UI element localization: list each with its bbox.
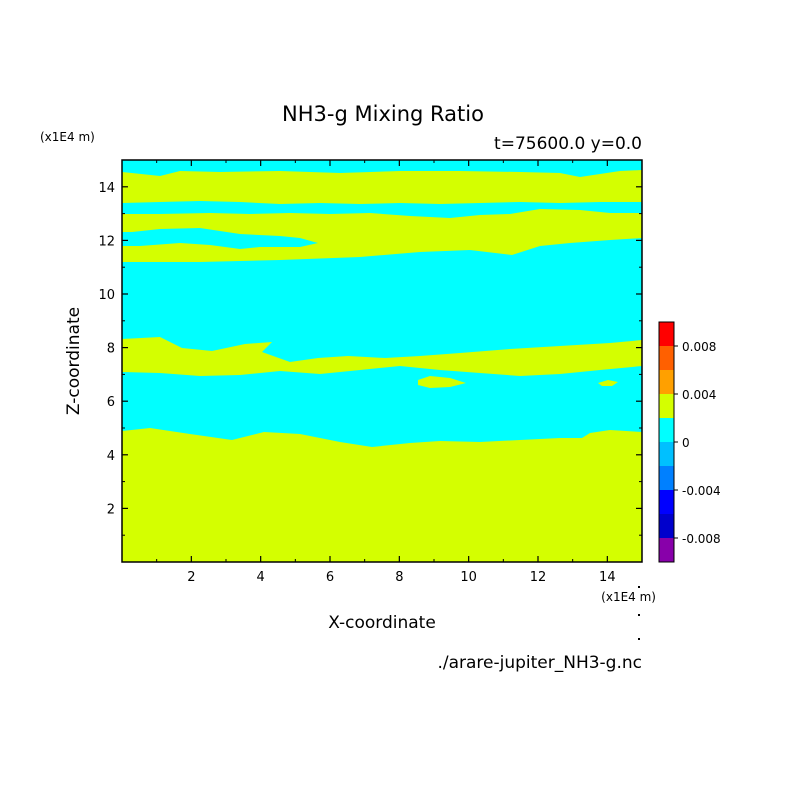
colorbar-label: 0.008 xyxy=(682,340,716,354)
colorbar-swatch xyxy=(659,394,674,418)
colorbar-swatch xyxy=(659,370,674,394)
contour-region-top xyxy=(122,170,642,204)
x-tick-label: 14 xyxy=(599,570,616,585)
colorbar-swatch xyxy=(659,442,674,466)
x-axis-ticks: 2 4 6 8 10 12 14 xyxy=(156,160,616,585)
x-tick-label: 12 xyxy=(530,570,547,585)
x-axis-label: X-coordinate xyxy=(328,613,436,633)
y-tick-label: 4 xyxy=(107,449,115,464)
y-axis-ticks: 2 4 6 8 10 12 14 xyxy=(98,181,642,536)
decorative-dots xyxy=(638,586,640,640)
colorbar-label: -0.004 xyxy=(682,484,721,498)
contour-region-bottom xyxy=(122,428,642,562)
colorbar-swatch xyxy=(659,322,674,346)
colorbar-swatch xyxy=(659,514,674,538)
colorbar-swatch xyxy=(659,466,674,490)
y-tick-label: 8 xyxy=(107,342,115,357)
chart-subtitle: t=75600.0 y=0.0 xyxy=(494,134,642,154)
contour-island-right xyxy=(598,380,618,386)
contour-region-mid-band xyxy=(122,337,642,376)
colorbar-swatch xyxy=(659,538,674,562)
y-axis-label: Z-coordinate xyxy=(64,307,84,415)
contour-region-upper-band xyxy=(122,209,642,262)
plot-area xyxy=(121,159,643,563)
plot-frame xyxy=(121,159,643,563)
y-tick-label: 14 xyxy=(98,181,115,196)
x-tick-label: 8 xyxy=(395,570,403,585)
x-axis-unit: (x1E4 m) xyxy=(601,590,656,604)
colorbar-swatch xyxy=(659,418,674,442)
colorbar-label: 0.004 xyxy=(682,388,716,402)
source-filename: ./arare-jupiter_NH3-g.nc xyxy=(437,653,642,673)
y-tick-label: 10 xyxy=(98,288,115,303)
x-tick-label: 10 xyxy=(460,570,477,585)
colorbar-label: -0.008 xyxy=(682,532,721,546)
colorbar: -0.008 -0.004 0 0.004 0.008 xyxy=(658,321,721,563)
y-tick-label: 2 xyxy=(107,502,115,517)
x-tick-label: 2 xyxy=(187,570,195,585)
chart-title: NH3-g Mixing Ratio xyxy=(282,102,484,126)
colorbar-swatch xyxy=(659,490,674,514)
y-tick-label: 6 xyxy=(107,395,115,410)
y-axis-unit: (x1E4 m) xyxy=(40,130,95,144)
x-tick-label: 4 xyxy=(257,570,265,585)
contour-island-left xyxy=(418,376,466,388)
colorbar-swatch xyxy=(659,346,674,370)
y-tick-label: 12 xyxy=(98,234,115,249)
colorbar-label: 0 xyxy=(682,436,690,450)
x-tick-label: 6 xyxy=(326,570,334,585)
